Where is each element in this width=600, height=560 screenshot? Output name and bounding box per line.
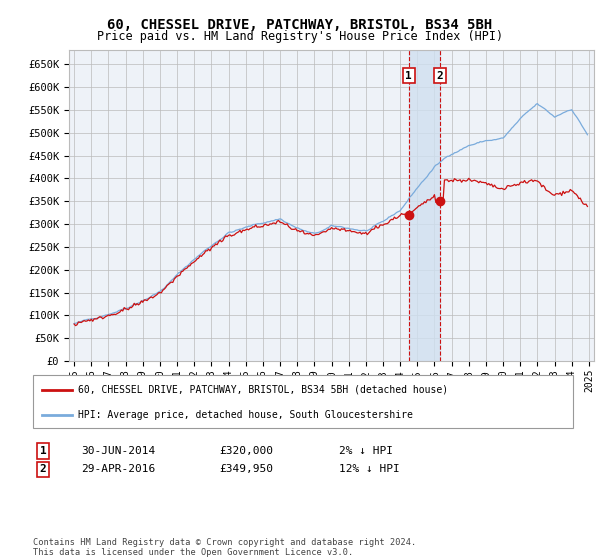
Text: £349,950: £349,950 xyxy=(219,464,273,474)
Text: £320,000: £320,000 xyxy=(219,446,273,456)
Text: 12% ↓ HPI: 12% ↓ HPI xyxy=(339,464,400,474)
Text: 2: 2 xyxy=(437,71,443,81)
Text: 2: 2 xyxy=(40,464,47,474)
Text: 60, CHESSEL DRIVE, PATCHWAY, BRISTOL, BS34 5BH: 60, CHESSEL DRIVE, PATCHWAY, BRISTOL, BS… xyxy=(107,18,493,32)
Text: HPI: Average price, detached house, South Gloucestershire: HPI: Average price, detached house, Sout… xyxy=(78,410,413,420)
Text: 1: 1 xyxy=(40,446,47,456)
Text: 1: 1 xyxy=(406,71,412,81)
Text: 60, CHESSEL DRIVE, PATCHWAY, BRISTOL, BS34 5BH (detached house): 60, CHESSEL DRIVE, PATCHWAY, BRISTOL, BS… xyxy=(78,385,448,395)
Text: Contains HM Land Registry data © Crown copyright and database right 2024.
This d: Contains HM Land Registry data © Crown c… xyxy=(33,538,416,557)
Text: 2% ↓ HPI: 2% ↓ HPI xyxy=(339,446,393,456)
Text: 29-APR-2016: 29-APR-2016 xyxy=(81,464,155,474)
Text: Price paid vs. HM Land Registry's House Price Index (HPI): Price paid vs. HM Land Registry's House … xyxy=(97,30,503,43)
Bar xyxy=(409,50,440,361)
Text: 30-JUN-2014: 30-JUN-2014 xyxy=(81,446,155,456)
